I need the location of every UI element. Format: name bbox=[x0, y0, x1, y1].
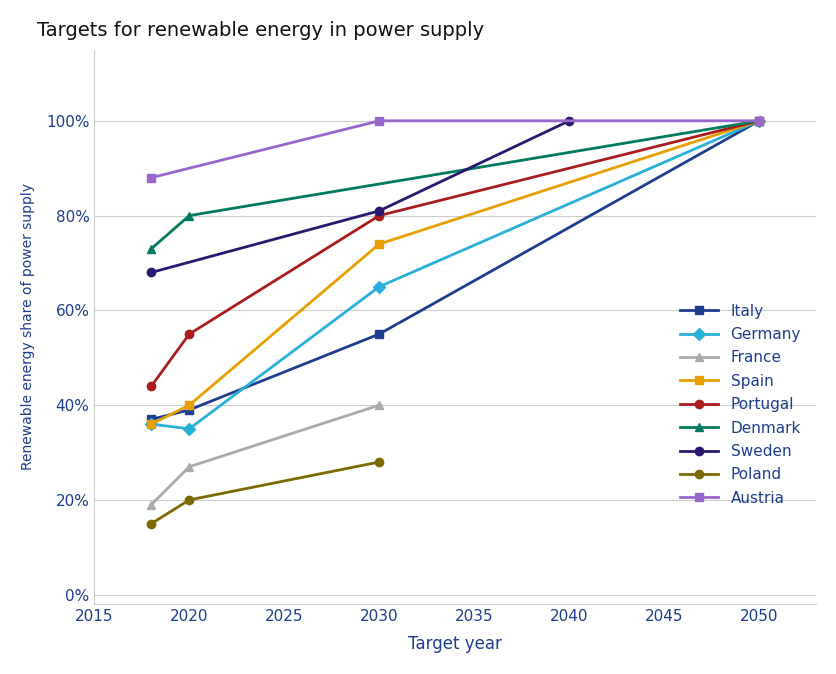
Legend: Italy, Germany, France, Spain, Portugal, Denmark, Sweden, Poland, Austria: Italy, Germany, France, Spain, Portugal,… bbox=[671, 296, 808, 514]
X-axis label: Target year: Target year bbox=[408, 635, 502, 653]
Y-axis label: Renewable energy share of power supply: Renewable energy share of power supply bbox=[21, 183, 35, 470]
Text: Targets for renewable energy in power supply: Targets for renewable energy in power su… bbox=[37, 21, 483, 40]
